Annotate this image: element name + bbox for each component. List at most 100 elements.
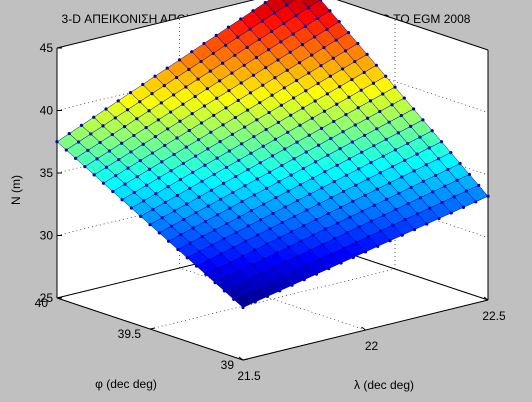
surface-point (139, 214, 143, 218)
surface-point (344, 173, 349, 177)
surface-point (199, 59, 203, 64)
surface-point (185, 202, 189, 206)
surface-point (148, 223, 152, 227)
surface-point (356, 41, 360, 46)
surface-point (145, 183, 149, 187)
surface-point (274, 196, 278, 200)
surface-point (117, 157, 121, 162)
surface-point (427, 146, 431, 150)
surface-point (154, 192, 158, 196)
surface-point (434, 173, 438, 178)
surface-point (268, 280, 273, 284)
surface-point (403, 158, 407, 162)
surface-point (214, 33, 218, 37)
surface-point (169, 110, 173, 114)
surface-point (185, 256, 189, 260)
surface-cell (282, 0, 295, 6)
surface-point (372, 144, 376, 148)
surface-point (270, 93, 274, 97)
surface-point (242, 63, 246, 67)
surface-point (304, 89, 308, 93)
surface-point (101, 124, 105, 128)
surface-point (290, 283, 294, 287)
axes-box-edge (336, 0, 489, 51)
surface-point (277, 236, 281, 240)
surface-point (207, 258, 211, 262)
surface-point (178, 177, 182, 182)
surface-point (174, 75, 179, 80)
surface-point (325, 92, 329, 96)
surface-point (221, 123, 225, 127)
surface-point (253, 248, 257, 252)
surface-point (385, 197, 389, 201)
surface-point (265, 242, 269, 246)
surface-point (356, 106, 360, 110)
axis-labels: N (m) φ (dec deg) λ (dec deg) (9, 175, 414, 392)
surface-plot (55, 0, 490, 310)
surface-point (374, 63, 378, 67)
surface-point (142, 199, 146, 203)
x-tick (238, 356, 244, 361)
surface-point (157, 176, 161, 180)
surface-point (390, 164, 395, 169)
surface-point (238, 269, 242, 273)
surface-point (239, 81, 243, 85)
surface-point (123, 125, 127, 129)
surface-point (366, 177, 370, 181)
surface-point (279, 40, 283, 44)
surface-point (399, 113, 403, 118)
surface-point (323, 170, 327, 174)
surface-point (368, 99, 373, 103)
surface-point (255, 118, 259, 122)
surface-point (307, 133, 311, 137)
surface-point (341, 189, 346, 194)
surface-point (286, 189, 290, 193)
surface-point (348, 215, 352, 219)
surface-point (202, 41, 206, 46)
surface-point (439, 140, 444, 144)
surface-point (120, 141, 124, 145)
surface-point (271, 211, 275, 215)
surface-point (351, 255, 355, 260)
surface-point (289, 113, 293, 117)
surface-point (341, 67, 345, 71)
surface-point (307, 71, 311, 75)
surface-point (200, 234, 204, 239)
surface-point (213, 281, 217, 285)
surface-point (316, 16, 320, 21)
surface-point (281, 274, 285, 279)
surface-point (332, 179, 336, 184)
grid-line-x (179, 267, 366, 331)
y-tick-label: 39.5 (118, 327, 142, 341)
surface-point (347, 157, 351, 161)
surface-point (428, 206, 432, 210)
surface-point (353, 123, 357, 127)
surface-point (402, 96, 406, 100)
surface-point (279, 103, 283, 107)
surface-point (449, 211, 453, 215)
surface-point (199, 121, 204, 125)
surface-point (245, 45, 249, 49)
surface-point (267, 110, 271, 115)
surface-point (325, 27, 329, 31)
z-tick-label: 45 (40, 41, 54, 55)
surface-point (218, 197, 223, 201)
surface-point (204, 272, 208, 276)
surface-point (261, 83, 265, 87)
surface-point (187, 67, 191, 72)
surface-point (203, 163, 207, 167)
surface-point (280, 220, 284, 225)
surface-point (223, 43, 228, 47)
surface-point (332, 119, 336, 124)
surface-point (233, 53, 237, 57)
surface-point (443, 184, 447, 188)
surface-point (64, 148, 68, 152)
surface-point (295, 199, 300, 203)
surface-point (240, 199, 244, 204)
surface-point (375, 127, 379, 131)
z-tick-label: 30 (40, 229, 54, 243)
y-tick-label: 39 (221, 358, 235, 372)
surface-point (225, 275, 229, 279)
surface-point (251, 9, 255, 13)
surface-point (415, 152, 419, 156)
